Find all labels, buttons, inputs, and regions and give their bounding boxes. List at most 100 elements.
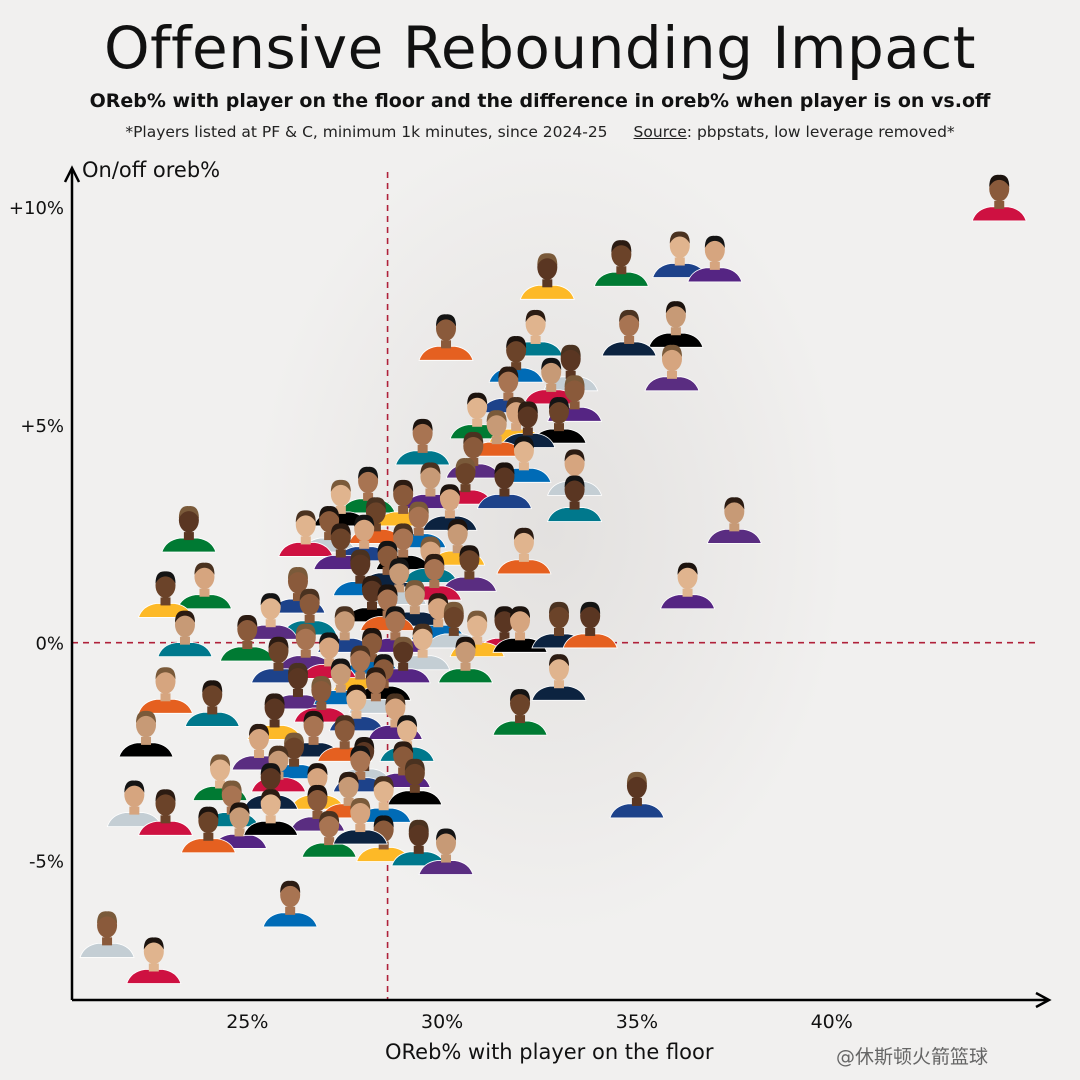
- player-head: [510, 607, 531, 633]
- player-head: [295, 511, 316, 537]
- player-hair: [506, 336, 527, 349]
- player-point: [496, 527, 552, 575]
- player-neck: [304, 614, 315, 623]
- player-neck: [460, 484, 471, 493]
- player-point: [437, 636, 494, 684]
- player-hair: [155, 789, 176, 802]
- player-head: [97, 912, 118, 938]
- player-hair: [373, 815, 394, 828]
- player-neck: [542, 279, 553, 288]
- player-head: [549, 655, 569, 681]
- player-hair: [350, 645, 371, 658]
- player-neck: [398, 662, 409, 671]
- player-jersey: [562, 633, 618, 649]
- player-neck: [324, 532, 335, 541]
- player-head: [389, 559, 410, 585]
- player-point: [519, 253, 575, 300]
- player-hair: [354, 514, 375, 527]
- player-neck: [631, 797, 642, 806]
- player-neck: [398, 505, 409, 514]
- player-neck: [289, 758, 300, 767]
- player-hair: [319, 632, 340, 645]
- player-point: [492, 689, 548, 736]
- player-neck: [199, 588, 210, 597]
- player-head: [284, 734, 305, 760]
- player-hair: [506, 397, 527, 410]
- player-neck: [343, 797, 354, 806]
- player-point: [137, 667, 194, 714]
- player-jersey: [437, 668, 494, 684]
- player-head: [665, 302, 686, 328]
- player-head: [611, 241, 632, 267]
- player-neck: [265, 619, 276, 628]
- player-head: [510, 690, 531, 716]
- player-head: [580, 603, 601, 629]
- player-head: [989, 176, 1010, 202]
- player-head: [350, 747, 371, 773]
- player-hair: [202, 680, 223, 693]
- player-head: [268, 638, 289, 664]
- player-head: [560, 346, 581, 372]
- player-neck: [203, 832, 214, 841]
- player-head: [564, 477, 585, 503]
- chart-title: Offensive Rebounding Impact: [104, 14, 976, 82]
- player-point: [492, 606, 548, 653]
- player-neck: [409, 606, 420, 615]
- player-hair: [260, 593, 281, 606]
- player-head: [358, 468, 379, 494]
- player-head: [361, 577, 382, 603]
- player-neck: [308, 736, 319, 745]
- player-jersey: [387, 790, 443, 806]
- player-neck: [102, 937, 113, 946]
- player-neck: [448, 627, 459, 636]
- player-neck: [472, 636, 483, 645]
- player-hair: [389, 558, 410, 571]
- player-head: [210, 755, 231, 781]
- player-hair: [264, 693, 285, 706]
- player-jersey: [971, 206, 1027, 222]
- player-head: [397, 716, 418, 742]
- player-head: [549, 603, 569, 629]
- player-hair: [393, 523, 414, 536]
- player-jersey: [301, 842, 357, 858]
- player-hair: [373, 776, 394, 789]
- player-point: [706, 497, 762, 544]
- player-hair: [513, 436, 534, 449]
- player-neck: [339, 741, 350, 750]
- player-head: [420, 463, 441, 489]
- player-hair: [346, 684, 367, 697]
- player-head: [506, 337, 527, 363]
- player-head: [221, 782, 242, 808]
- player-hair: [393, 479, 414, 492]
- player-point: [418, 828, 474, 875]
- player-head: [136, 712, 157, 738]
- player-hair: [307, 784, 328, 797]
- player-neck: [554, 627, 564, 636]
- player-hair: [724, 497, 745, 510]
- player-hair: [334, 606, 355, 619]
- player-hair: [299, 588, 320, 601]
- player-jersey: [262, 912, 318, 928]
- player-head: [319, 812, 340, 838]
- player-head: [537, 254, 558, 280]
- player-head: [619, 311, 640, 337]
- player-head: [194, 564, 215, 590]
- player-neck: [569, 501, 580, 510]
- player-hair: [564, 375, 585, 388]
- player-head: [338, 773, 359, 799]
- player-hair: [385, 693, 406, 706]
- player-hair: [626, 771, 647, 784]
- player-jersey: [648, 332, 704, 348]
- player-head: [408, 503, 429, 529]
- player-head: [459, 546, 480, 572]
- player-head: [155, 572, 176, 598]
- player-hair: [463, 431, 484, 444]
- player-point: [219, 614, 275, 662]
- player-point: [971, 174, 1027, 222]
- player-neck: [433, 619, 444, 628]
- player-jersey: [157, 642, 213, 658]
- player-neck: [530, 335, 541, 344]
- player-neck: [390, 632, 401, 641]
- player-head: [412, 625, 433, 651]
